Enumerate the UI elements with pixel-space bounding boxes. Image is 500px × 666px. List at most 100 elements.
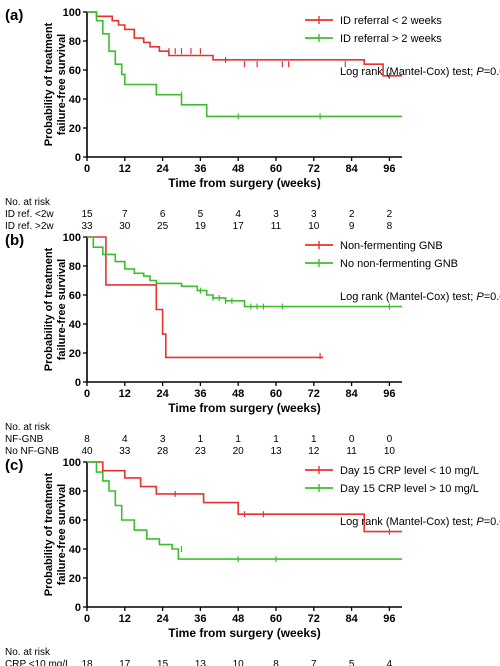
at-risk-value: 11 — [271, 221, 282, 232]
x-tick-label: 72 — [308, 163, 320, 175]
at-risk-value: 15 — [81, 209, 93, 220]
at-risk-value: 20 — [233, 446, 245, 457]
at-risk-value: 5 — [198, 209, 204, 220]
legend-label-1: Day 15 CRP level < 10 mg/L — [340, 465, 479, 477]
x-tick-label: 96 — [383, 613, 395, 625]
x-tick-label: 36 — [194, 163, 206, 175]
x-axis-label: Time from surgery (weeks) — [168, 176, 321, 190]
logrank-test-prefix: Log rank (Mantel-Cox) test; — [340, 66, 476, 78]
at-risk-value: 17 — [119, 659, 131, 666]
at-risk-value: 30 — [119, 221, 131, 232]
legend-label-1: Non-fermenting GNB — [340, 240, 443, 252]
at-risk-value: 17 — [233, 221, 245, 232]
y-tick-label: 20 — [69, 573, 81, 585]
y-axis-label-line2: failure-free survival — [56, 259, 68, 361]
at-risk-value: 28 — [157, 446, 169, 457]
x-tick-label: 24 — [156, 388, 169, 400]
y-tick-label: 80 — [69, 36, 81, 48]
at-risk-value: 6 — [160, 209, 166, 220]
at-risk-value: 7 — [122, 209, 128, 220]
at-risk-value: 1 — [273, 434, 279, 445]
x-tick-label: 60 — [270, 163, 282, 175]
y-tick-label: 0 — [75, 602, 81, 614]
at-risk-value: 18 — [81, 659, 93, 666]
chart-panel-1: (a) Probability of treatmentfailure-free … — [5, 7, 500, 232]
panel-label: (c) — [5, 457, 23, 474]
at-risk-value: 23 — [195, 446, 207, 457]
survival-curve-2 — [87, 11, 402, 118]
logrank-test-p: P — [476, 516, 484, 528]
at-risk-value: 10 — [233, 659, 245, 666]
x-tick-label: 0 — [84, 388, 90, 400]
at-risk-value: 12 — [308, 446, 320, 457]
x-tick-label: 36 — [194, 613, 206, 625]
y-tick-label: 60 — [69, 290, 81, 302]
at-risk-row-label: NF-GNB — [5, 434, 44, 445]
at-risk-value: 2 — [349, 209, 355, 220]
y-tick-label: 100 — [63, 7, 81, 19]
y-tick-label: 20 — [69, 348, 81, 360]
logrank-test-value: =0.0749 — [484, 291, 500, 303]
x-tick-label: 12 — [119, 613, 131, 625]
logrank-test-value: =0.0413 — [484, 516, 500, 528]
at-risk-value: 9 — [349, 221, 355, 232]
y-tick-label: 100 — [63, 457, 81, 469]
y-tick-label: 40 — [69, 94, 81, 106]
at-risk-value: 11 — [346, 446, 357, 457]
x-tick-label: 96 — [383, 163, 395, 175]
at-risk-value: 0 — [349, 434, 355, 445]
y-tick-label: 100 — [63, 232, 81, 244]
x-tick-label: 24 — [156, 163, 169, 175]
x-tick-label: 72 — [308, 388, 320, 400]
x-tick-label: 60 — [270, 388, 282, 400]
x-tick-label: 72 — [308, 613, 320, 625]
x-axis-label: Time from surgery (weeks) — [168, 626, 321, 640]
legend-label-2: Day 15 CRP level > 10 mg/L — [340, 483, 479, 495]
legend-label-2: No non-fermenting GNB — [340, 258, 458, 270]
x-tick-label: 24 — [156, 613, 169, 625]
logrank-test-prefix: Log rank (Mantel-Cox) test; — [340, 516, 476, 528]
at-risk-value: 4 — [235, 209, 241, 220]
at-risk-value: 13 — [270, 446, 282, 457]
y-axis-label-line1: Probability of treatment — [43, 22, 55, 146]
at-risk-value: 1 — [311, 434, 317, 445]
x-tick-label: 0 — [84, 163, 90, 175]
x-tick-label: 96 — [383, 388, 395, 400]
at-risk-value: 15 — [157, 659, 169, 666]
panel-label: (a) — [5, 7, 23, 24]
at-risk-value: 0 — [387, 434, 393, 445]
at-risk-value: 1 — [235, 434, 241, 445]
x-tick-label: 48 — [232, 163, 244, 175]
survival-curve-2 — [87, 236, 402, 308]
chart-panel-2: (b) Probability of treatmentfailure-free … — [5, 232, 500, 457]
logrank-test-p: P — [476, 66, 484, 78]
at-risk-value: 3 — [273, 209, 279, 220]
at-risk-value: 19 — [195, 221, 207, 232]
at-risk-value: 25 — [157, 221, 169, 232]
logrank-test-text: Log rank (Mantel-Cox) test; P=0.0749 — [340, 291, 500, 303]
x-tick-label: 48 — [232, 388, 244, 400]
x-tick-label: 12 — [119, 388, 131, 400]
at-risk-value: 3 — [311, 209, 317, 220]
x-tick-label: 84 — [345, 388, 358, 400]
at-risk-header: No. at risk — [5, 197, 51, 208]
panel-label: (b) — [5, 232, 24, 249]
at-risk-value: 8 — [84, 434, 90, 445]
at-risk-value: 4 — [387, 659, 393, 666]
logrank-test-prefix: Log rank (Mantel-Cox) test; — [340, 291, 476, 303]
at-risk-value: 8 — [273, 659, 279, 666]
y-tick-label: 0 — [75, 152, 81, 164]
x-tick-label: 36 — [194, 388, 206, 400]
y-tick-label: 60 — [69, 65, 81, 77]
y-tick-label: 20 — [69, 123, 81, 135]
y-tick-label: 40 — [69, 544, 81, 556]
x-tick-label: 48 — [232, 613, 244, 625]
survival-curve-1 — [87, 236, 324, 359]
y-axis-label-line1: Probability of treatment — [43, 247, 55, 371]
at-risk-value: 7 — [311, 659, 317, 666]
legend-label-1: ID referral < 2 weeks — [340, 15, 442, 27]
legend-label-2: ID referral > 2 weeks — [340, 33, 442, 45]
survival-curve-1 — [87, 11, 402, 77]
logrank-test-p: P — [476, 291, 484, 303]
at-risk-row-label: ID ref. >2w — [5, 221, 54, 232]
